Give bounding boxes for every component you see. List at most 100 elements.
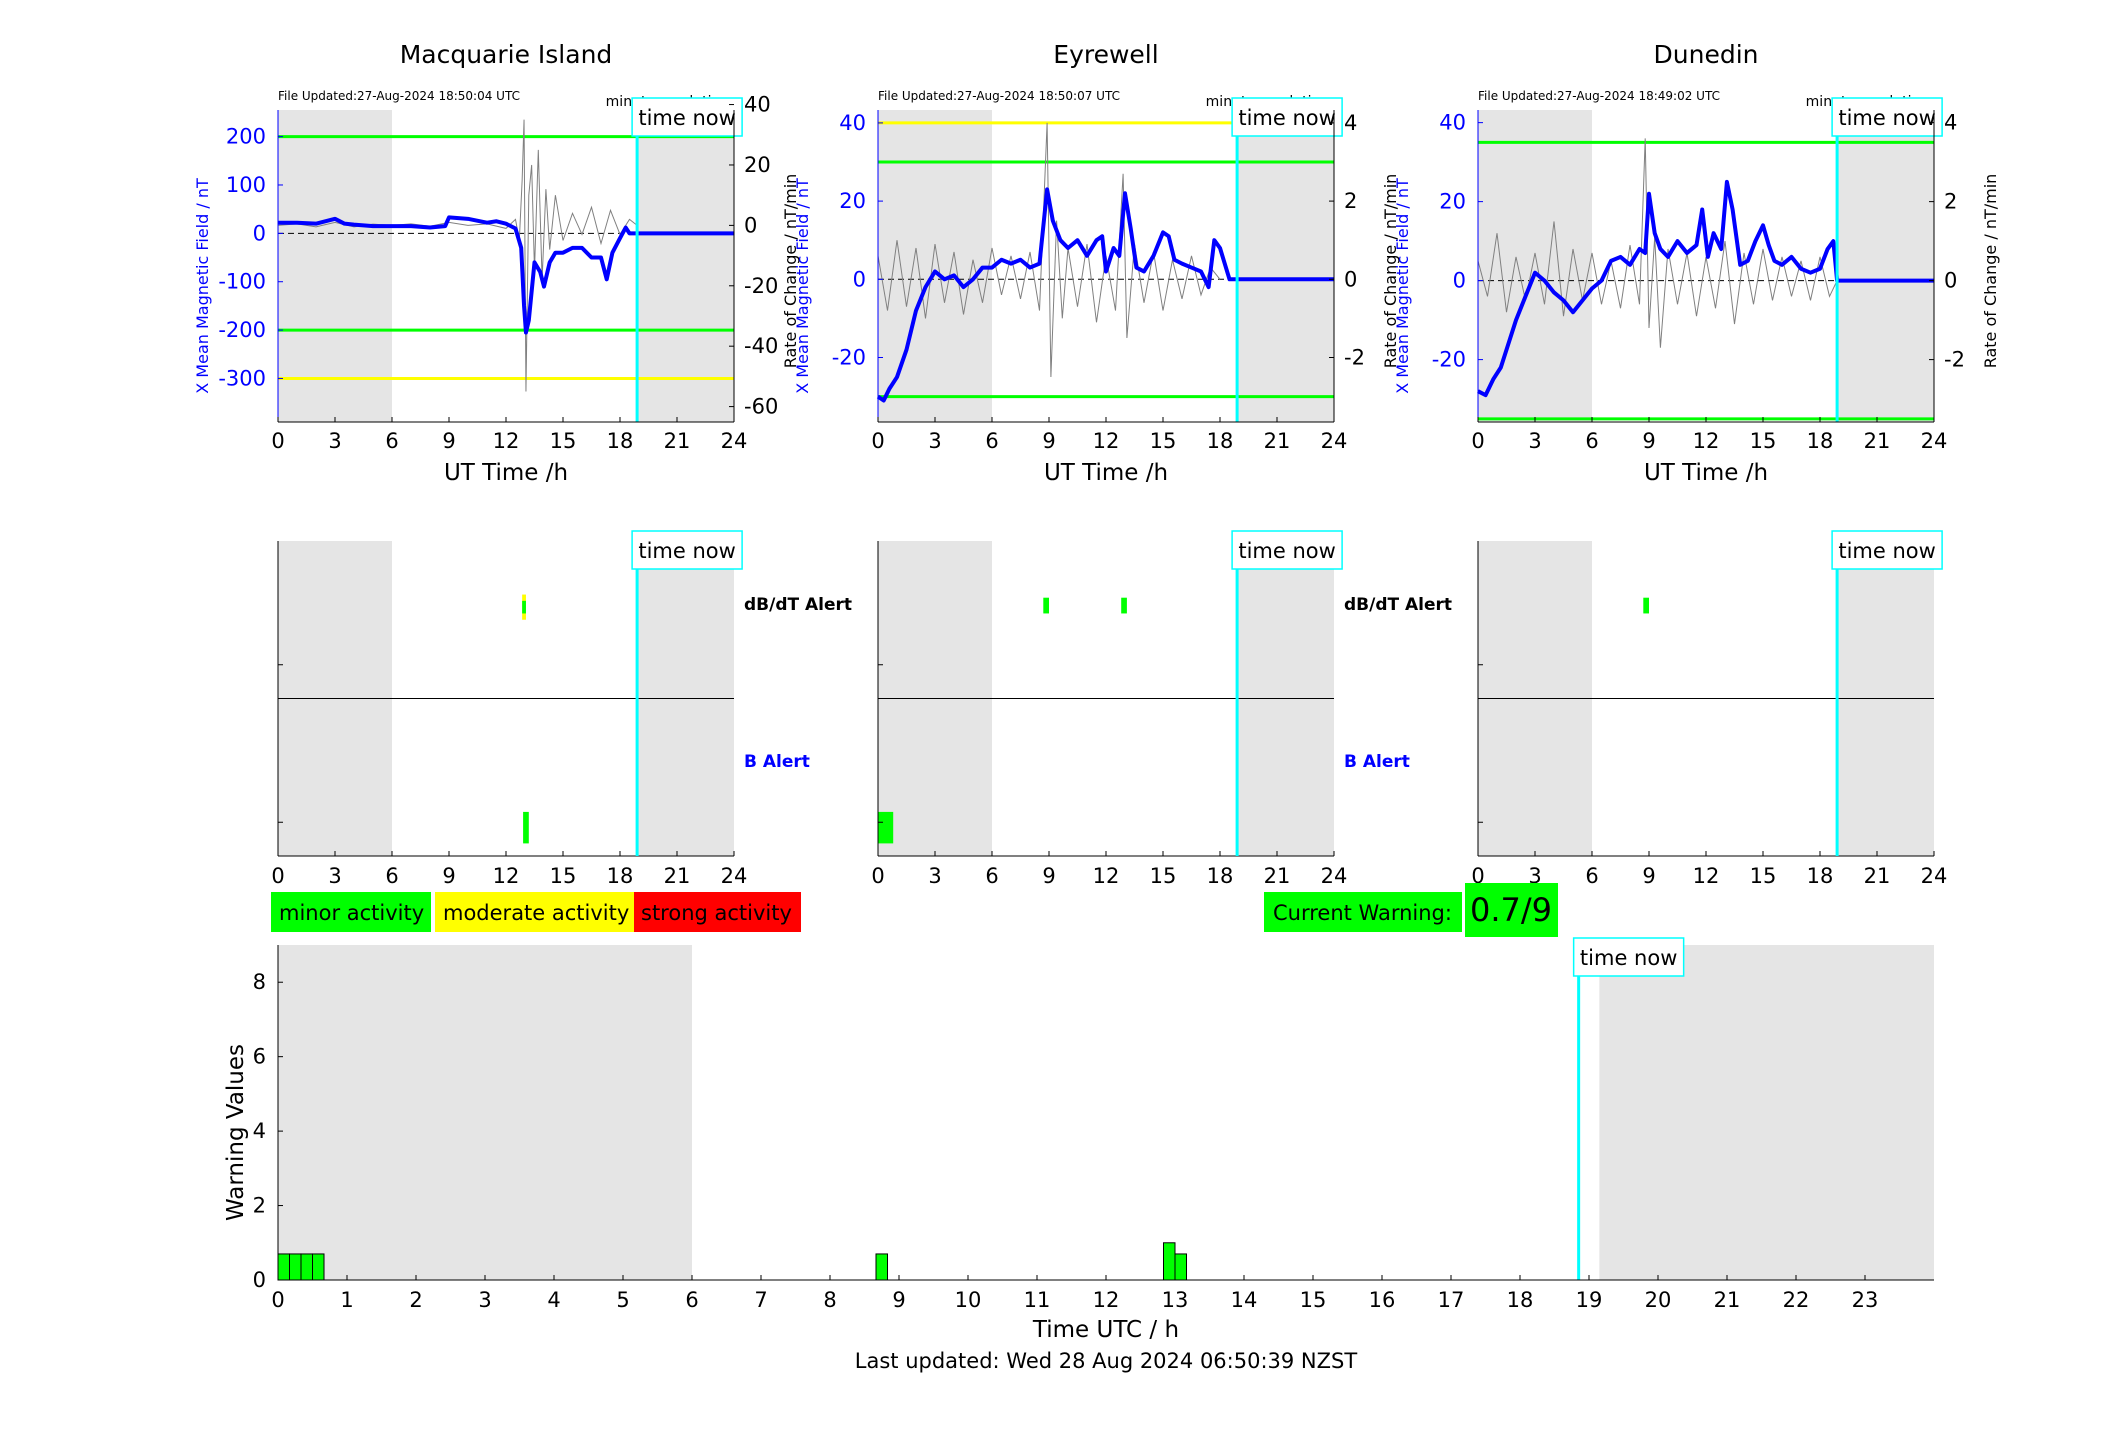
station-2-title: Eyrewell — [1053, 40, 1158, 69]
station-3-ytick-right-label-1: 2 — [1944, 190, 1957, 214]
warning-xtick-label-19: 19 — [1576, 1288, 1603, 1312]
station-2-xtick-label-1: 3 — [928, 429, 941, 453]
warning-xtick-label-7: 7 — [754, 1288, 767, 1312]
warning-xtick-label-1: 1 — [340, 1288, 353, 1312]
current-warning-value-box — [1465, 883, 1558, 937]
warning-xtick-label-17: 17 — [1438, 1288, 1465, 1312]
warning-xtick-label-14: 14 — [1231, 1288, 1258, 1312]
station-2-alert-xtick-label-5: 15 — [1150, 864, 1177, 888]
station-1-alert-xtick-label-5: 15 — [550, 864, 577, 888]
station-1-b-alert-label: B Alert — [744, 752, 810, 772]
station-3-alert-panel: time now 0 3 6 9 12 15 18 21 24 — [1471, 530, 1948, 888]
station-2-ylabel-right: Rate of Change / nT/min — [1381, 174, 1400, 369]
warning-xtick-label-9: 9 — [892, 1288, 905, 1312]
station-1-xtick-label-6: 18 — [607, 429, 634, 453]
station-2-panel: Eyrewell File Updated:27-Aug-2024 18:50:0… — [793, 40, 1400, 486]
station-1-night-shade-1 — [637, 110, 734, 422]
station-1-xtick-label-1: 3 — [328, 429, 341, 453]
station-2-ylabel: X Mean Magnetic Field / nT — [793, 178, 812, 394]
station-3-xtick-label-2: 6 — [1585, 429, 1598, 453]
station-2-time-now-label: time now — [1238, 106, 1335, 130]
station-1-ytick-right-label-2: 0 — [744, 213, 757, 237]
station-3-alert-xtick-label-3: 9 — [1642, 864, 1655, 888]
station-2-ytick-right-label-1: 2 — [1344, 189, 1357, 213]
current-warning-value: 0.7/9 — [1470, 891, 1552, 929]
station-3-xtick-label-3: 9 — [1642, 429, 1655, 453]
station-3-ytick-label-1: 20 — [1439, 190, 1466, 214]
station-2-alert-xtick-label-1: 3 — [928, 864, 941, 888]
station-3-xtick-label-7: 21 — [1864, 429, 1891, 453]
legend-moderate-label: moderate activity — [443, 901, 629, 925]
station-1-alert-xtick-label-1: 3 — [328, 864, 341, 888]
station-2-b-alert-label: B Alert — [1344, 752, 1410, 772]
charts-layer: Macquarie Island File Updated:27-Aug-2024… — [193, 40, 2000, 1343]
station-1-night-shade-0 — [278, 110, 392, 422]
station-2-field-series — [876, 187, 1334, 403]
station-1-alert-xtick-label-0: 0 — [271, 864, 284, 888]
station-1-ytick-label-4: -200 — [218, 318, 266, 342]
station-3-alert-time-now-label: time now — [1838, 539, 1935, 563]
station-1-alert-xtick-label-6: 18 — [607, 864, 634, 888]
station-3-alert-time-now-box — [1831, 530, 1943, 570]
warning-ytick-label-1: 2 — [253, 1194, 266, 1218]
station-1-ytick-right-label-4: -40 — [744, 334, 778, 358]
station-2-xtick-label-2: 6 — [985, 429, 998, 453]
warning-time-now-label: time now — [1580, 946, 1677, 970]
warning-bar-3 — [312, 1253, 325, 1281]
warning-ytick-label-2: 4 — [253, 1119, 266, 1143]
station-2-xtick-label-5: 15 — [1150, 429, 1177, 453]
station-1-ytick-label-3: -100 — [218, 270, 266, 294]
station-2-ytick-label-3: -20 — [832, 345, 866, 369]
warning-bar-5 — [1162, 1242, 1176, 1281]
footer-last-updated: Last updated: Wed 28 Aug 2024 06:50:39 N… — [855, 1349, 1358, 1373]
station-1-xtick-label-3: 9 — [442, 429, 455, 453]
station-1-ytick-label-2: 0 — [253, 221, 266, 245]
station-1-ytick-right-label-5: -60 — [744, 395, 778, 419]
station-1-ytick-label-5: -300 — [218, 366, 266, 390]
station-3-xtick-label-0: 0 — [1471, 429, 1484, 453]
station-3-alert-xtick-label-4: 12 — [1693, 864, 1720, 888]
warning-xtick-label-13: 13 — [1162, 1288, 1189, 1312]
station-2-alert-xtick-label-7: 21 — [1264, 864, 1291, 888]
warning-xtick-label-0: 0 — [271, 1288, 284, 1312]
station-1-panel: Macquarie Island File Updated:27-Aug-2024… — [193, 40, 800, 486]
station-3-time-now-box — [1831, 97, 1943, 137]
station-1-alert-xtick-label-8: 24 — [721, 864, 748, 888]
station-3-alert-xtick-label-5: 15 — [1750, 864, 1777, 888]
station-2-alert-xtick-label-6: 18 — [1207, 864, 1234, 888]
station-1-dbdt-alert-1 — [522, 600, 526, 614]
station-2-alert-xtick-label-0: 0 — [871, 864, 884, 888]
station-3-xlabel: UT Time /h — [1644, 460, 1768, 486]
warning-ylabel: Warning Values — [223, 1044, 249, 1221]
station-1-alert-xtick-label-2: 6 — [385, 864, 398, 888]
station-2-xtick-label-8: 24 — [1321, 429, 1348, 453]
station-1-time-now-box — [631, 97, 743, 137]
warning-time-now-box — [1572, 937, 1685, 977]
station-3-xtick-label-4: 12 — [1693, 429, 1720, 453]
station-3-xtick-label-1: 3 — [1528, 429, 1541, 453]
station-2-xtick-label-7: 21 — [1264, 429, 1291, 453]
warning-xtick-label-11: 11 — [1024, 1288, 1051, 1312]
station-3-panel: Dunedin File Updated:27-Aug-2024 18:49:02… — [1393, 40, 2000, 486]
station-1-b-alert-0 — [523, 811, 529, 844]
station-2-alert-xtick-label-8: 24 — [1321, 864, 1348, 888]
station-3-alert-xtick-label-1: 3 — [1528, 864, 1541, 888]
station-1-time-now-label: time now — [638, 106, 735, 130]
station-2-time-now-box — [1231, 97, 1343, 137]
station-2-b-alert-0 — [878, 811, 894, 844]
station-3-alert-xtick-label-8: 24 — [1921, 864, 1948, 888]
station-3-alert-xtick-label-2: 6 — [1585, 864, 1598, 888]
station-3-xtick-label-6: 18 — [1807, 429, 1834, 453]
warning-xtick-label-10: 10 — [955, 1288, 982, 1312]
station-2-file-updated: File Updated:27-Aug-2024 18:50:07 UTC — [878, 89, 1120, 103]
station-2-ytick-right-label-2: 0 — [1344, 267, 1357, 291]
station-1-alert-xtick-label-4: 12 — [493, 864, 520, 888]
station-1-xtick-label-5: 15 — [550, 429, 577, 453]
station-2-alert-xtick-label-4: 12 — [1093, 864, 1120, 888]
station-1-xtick-label-2: 6 — [385, 429, 398, 453]
station-1-title: Macquarie Island — [400, 40, 613, 69]
station-3-alert-xtick-label-7: 21 — [1864, 864, 1891, 888]
warning-bar-0 — [277, 1253, 291, 1281]
warning-xtick-label-16: 16 — [1369, 1288, 1396, 1312]
